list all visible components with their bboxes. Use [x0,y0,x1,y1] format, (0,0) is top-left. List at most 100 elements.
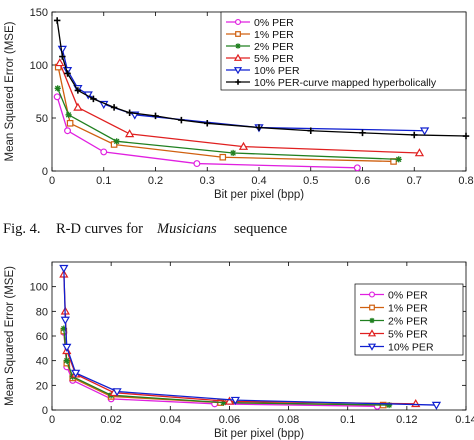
y-tick-label: 100 [30,282,48,294]
data-point [64,70,71,77]
legend-item: 1% PER [226,29,294,41]
legend-swatch-marker [233,67,243,75]
data-point [110,104,118,111]
x-tick-label: 0.1 [340,414,355,426]
data-point [53,17,61,24]
x-tick-label: 0.1 [96,175,111,187]
data-point [230,396,240,405]
legend-swatch-marker [235,43,241,49]
series-line [63,328,390,406]
data-point [60,316,70,325]
data-point [73,102,83,111]
data-point [152,112,159,120]
caption-suffix: sequence [234,221,287,237]
chart-2: 0 0.02 0.04 0.06 0.08 0.1 0.12 0.14 0 20 40 60 80 100… [4,261,474,440]
x-tick-label: 0.6 [355,175,370,187]
data-point [230,149,237,157]
legend-item: 2% PER [360,316,428,328]
y-tick-label: 40 [36,356,48,368]
y-axis-label: Mean Squared Error (MSE) [4,21,16,161]
caption-text: R-D curves for [56,221,143,237]
x-tick-label: 0.12 [396,414,417,426]
x-tick-label: 0.04 [160,414,181,426]
x-tick-label: 0.4 [251,175,266,187]
data-point [255,124,263,131]
legend-label: 10% PER [388,342,434,354]
data-point [419,127,430,136]
legend-swatch-marker [235,79,241,85]
series-4 [59,264,442,410]
legend-item: 0% PER [226,17,294,29]
data-point [66,119,74,127]
y-tick-label: 150 [30,7,48,19]
y-tick-label: 80 [36,306,48,318]
data-point [462,132,470,140]
x-tick-label: 0.08 [278,414,299,426]
x-tick-label: 0.8 [458,175,473,187]
data-point [178,116,185,124]
data-point [57,45,67,54]
data-point [113,138,120,145]
data-point [238,141,249,150]
series-0 [53,93,361,172]
data-point [64,127,72,135]
data-point [59,53,66,60]
legend-item: 5% PER [360,329,428,341]
x-axis-label: Bit per pixel (bpp) [214,428,304,440]
legend-swatch-marker [235,31,241,37]
legend-label: 0% PER [388,290,428,302]
legend-item: 5% PER [226,53,294,65]
data-point [71,369,81,378]
data-point [353,164,361,172]
x-tick-label: 0.14 [455,414,474,426]
x-axis-label: Bit per pixel (bpp) [214,189,304,201]
legend-item: 2% PER [226,41,294,53]
data-point [126,109,133,116]
data-point [112,388,122,397]
legend-swatch-marker [233,53,243,61]
y-axis-label: Mean Squared Error (MSE) [4,266,16,406]
x-tick-label: 0 [49,414,55,426]
data-point [386,402,393,409]
data-point [414,148,425,157]
data-point [62,343,72,352]
data-point [55,58,65,67]
data-point [204,120,211,127]
x-tick-label: 0.5 [303,175,318,187]
x-tick-label: 0.02 [100,414,121,426]
data-point [359,129,366,137]
legend-label: 2% PER [388,316,428,328]
x-tick-label: 0.3 [200,175,215,187]
x-tick-label: 0.7 [407,175,422,187]
legend-item: 0% PER [360,290,428,302]
legend-item: 10% PER [226,65,300,77]
x-tick-label: 0.2 [148,175,163,187]
legend-item: 10% PER [360,342,434,354]
data-point [90,95,97,103]
y-tick-label: 0 [42,166,48,178]
y-tick-label: 100 [30,60,48,72]
series-3 [55,58,425,157]
x-tick-label: 0.06 [219,414,240,426]
legend-swatch-marker [234,18,242,26]
series-1 [54,63,397,165]
legend-swatch-marker [368,291,376,298]
data-point [220,399,227,406]
data-point [124,129,135,138]
legend-item: 10% PER-curve mapped hyperbolically [226,77,437,89]
data-point [59,264,69,273]
legend-label: 5% PER [388,329,428,341]
data-point [63,357,70,364]
series-5 [53,17,470,140]
data-point [53,93,61,101]
legend-label: 1% PER [388,303,428,315]
legend-swatch-marker [367,343,377,351]
data-point [307,127,314,134]
data-point [411,131,418,139]
series-line [56,96,358,169]
legend-label: 2% PER [254,41,294,53]
y-tick-label: 0 [42,405,48,417]
data-point [100,148,108,156]
